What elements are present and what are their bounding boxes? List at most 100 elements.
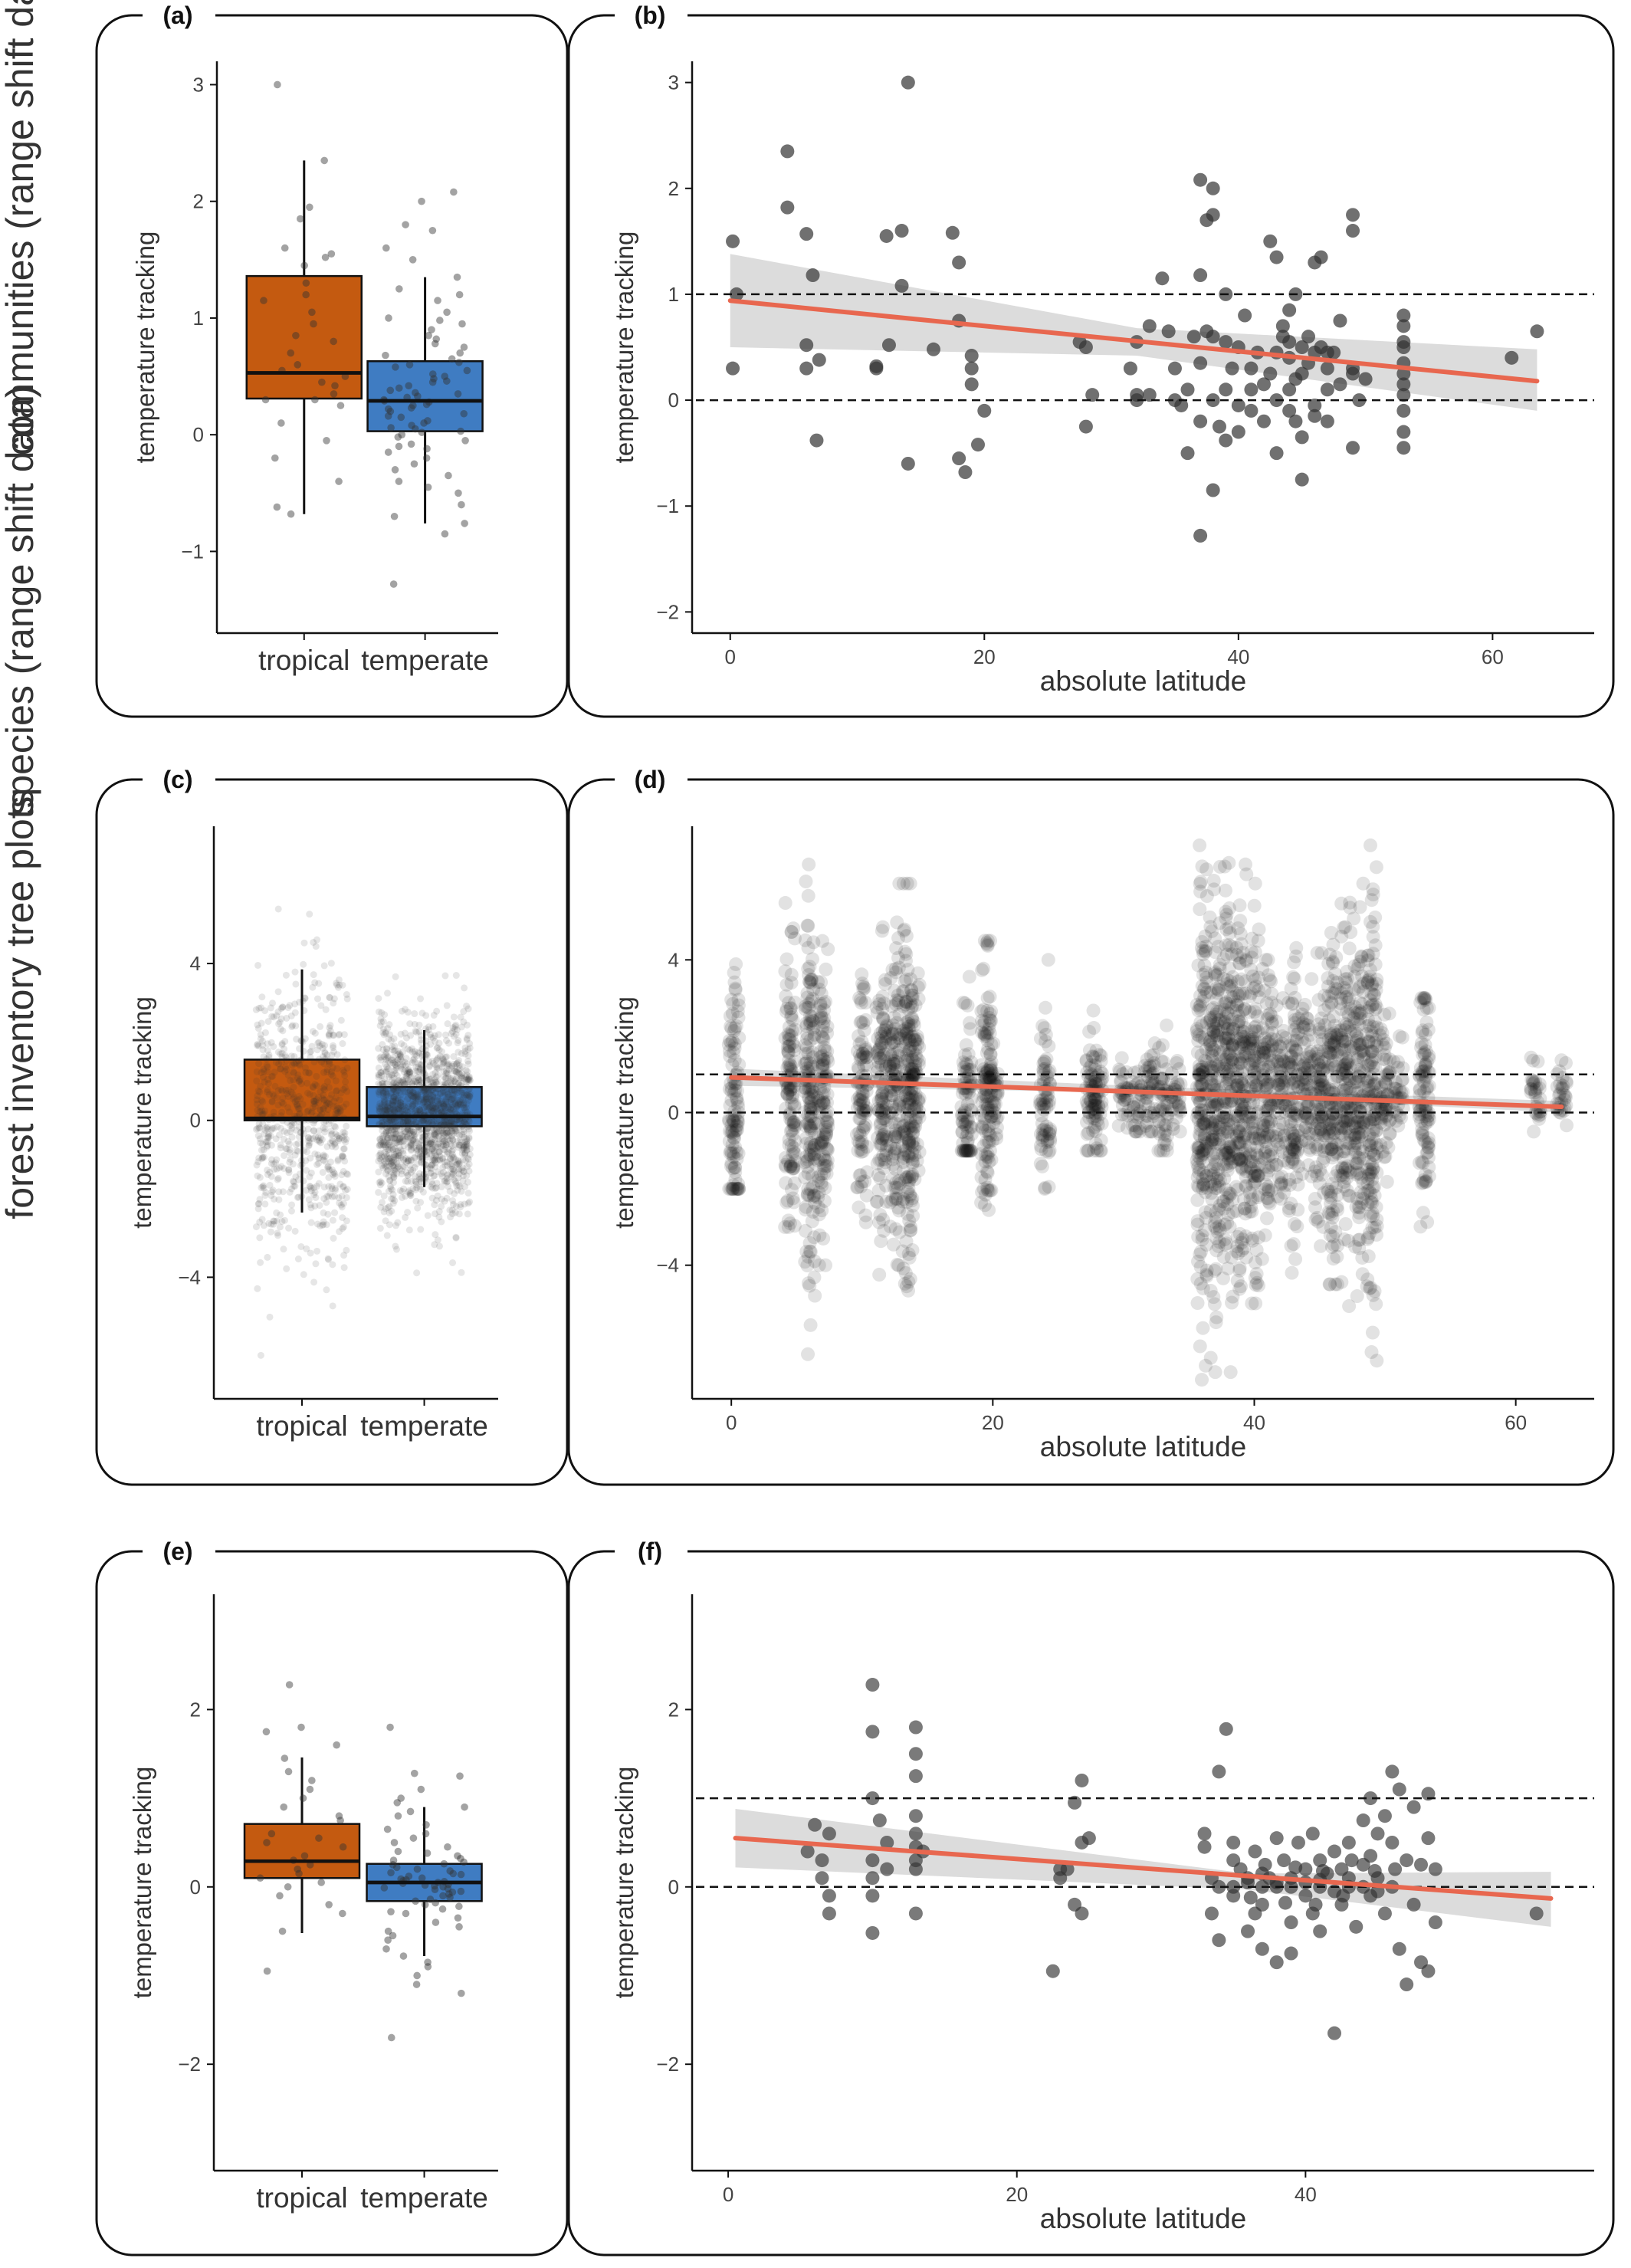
data-point [290,1068,297,1075]
data-point [392,1222,399,1229]
data-point [441,1146,448,1154]
data-point [274,1049,282,1056]
data-point [431,340,439,348]
data-point [382,1217,389,1225]
data-point [856,1103,871,1118]
tropical-points [252,905,352,1359]
data-point [316,1202,323,1209]
temperate-box [366,1085,483,1127]
data-point [1263,234,1278,248]
data-point [267,1192,275,1200]
data-point [450,188,458,196]
data-point [276,1065,284,1073]
data-point [295,1105,303,1113]
data-point [254,1087,262,1095]
data-point [406,1068,414,1076]
data-point [264,1167,271,1174]
data-point [406,1127,414,1135]
data-point [298,1160,306,1168]
data-point [317,1088,324,1095]
data-point [315,1160,323,1167]
data-point [310,1098,318,1105]
data-point [1346,441,1360,455]
data-point [418,197,425,205]
data-point [288,1121,296,1129]
data-point [458,1269,465,1276]
data-point [318,378,326,386]
data-point [341,1129,349,1137]
data-point [432,1210,439,1218]
data-point [270,1108,277,1116]
data-point [262,1124,270,1132]
data-point [285,1108,293,1116]
data-point [324,1106,332,1114]
data-point [375,1103,382,1111]
data-point [287,349,295,357]
data-point [274,905,282,913]
data-point [291,1098,299,1105]
data-point [287,1077,294,1085]
data-point [856,980,871,994]
data-point [331,1193,339,1200]
data-point [258,1111,266,1119]
data-point [460,1075,468,1082]
data-point [301,995,309,1003]
data-point [264,1068,271,1075]
data-point [725,1137,740,1152]
data-point [463,1138,471,1146]
data-point [288,1023,296,1031]
data-point [272,1135,280,1143]
data-point [852,1089,867,1104]
data-point [451,1067,458,1075]
data-point [1327,345,1341,359]
data-point [449,1136,457,1144]
data-point [730,1091,744,1105]
data-point [460,1104,468,1111]
data-point [1035,1159,1049,1173]
data-point [310,320,317,328]
data-point [446,1121,454,1129]
data-point [267,1228,274,1236]
data-point [299,1125,307,1133]
data-point [423,1107,431,1114]
panel-frame [95,778,569,1486]
data-point [870,1065,884,1079]
data-point [461,520,468,527]
data-point [297,1161,304,1169]
data-point [284,1086,292,1094]
data-point [449,1259,457,1266]
data-point [288,1185,296,1193]
data-point [1396,403,1411,418]
data-point [803,1033,818,1048]
data-point [894,278,909,293]
data-point [343,991,350,999]
data-point [286,1149,294,1157]
data-point [267,1141,275,1149]
data-point [1033,1127,1048,1141]
data-point [321,253,330,261]
data-point [454,390,462,398]
data-point [327,1027,334,1035]
data-point [315,1180,323,1187]
data-point [313,1136,321,1144]
data-point [311,1189,319,1196]
data-point [323,1055,330,1062]
data-point [309,1028,317,1036]
data-point [283,1129,290,1137]
data-point [293,1147,300,1154]
data-point [958,465,973,480]
data-point [330,1170,337,1178]
data-point [320,156,328,165]
data-point [409,1141,416,1148]
data-point [1186,330,1201,344]
data-point [264,1132,272,1140]
data-point [335,1109,343,1117]
data-point [305,1142,313,1150]
data-point [331,1209,339,1216]
data-point [323,1193,331,1200]
data-point [304,1079,311,1087]
data-point [318,1041,326,1049]
data-point [432,1078,440,1086]
data-point [274,1176,281,1183]
data-point [280,1246,287,1253]
